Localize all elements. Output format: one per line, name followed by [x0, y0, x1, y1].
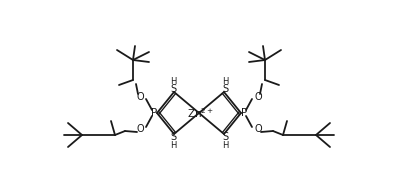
Text: S: S [170, 132, 176, 142]
Text: H: H [222, 141, 228, 150]
Text: H: H [170, 141, 176, 150]
Text: S: S [170, 84, 176, 94]
Text: O: O [254, 92, 262, 102]
Text: H: H [222, 76, 228, 85]
Text: O: O [136, 124, 144, 134]
Text: P: P [151, 108, 157, 118]
Text: S: S [222, 132, 228, 142]
Text: P: P [241, 108, 247, 118]
Text: S: S [222, 84, 228, 94]
Text: Zn$^{2+}$: Zn$^{2+}$ [187, 106, 215, 120]
Text: O: O [136, 92, 144, 102]
Text: O: O [254, 124, 262, 134]
Text: H: H [170, 76, 176, 85]
